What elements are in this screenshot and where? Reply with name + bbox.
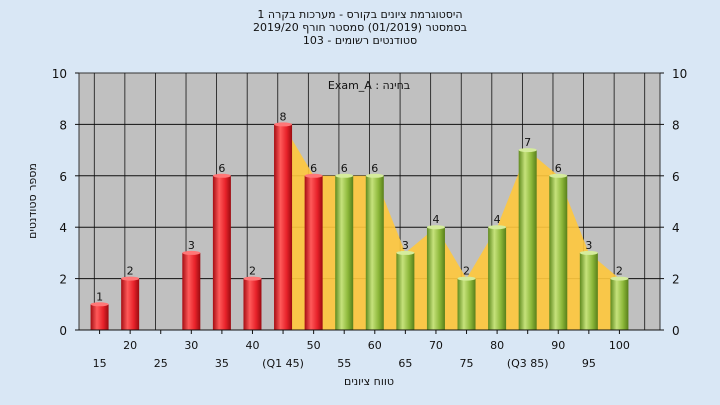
bar-cap bbox=[212, 173, 231, 178]
y-tick-label: 6 bbox=[59, 170, 67, 184]
bar bbox=[243, 278, 262, 330]
bar-value-label: 1 bbox=[96, 290, 103, 303]
bar bbox=[549, 175, 568, 330]
x-tick-label: 65 bbox=[398, 357, 412, 370]
value-labels: 1 2 3 6 2 8 6 6 6 3 4 2 4 7 6 3 2 bbox=[96, 110, 623, 303]
bar bbox=[579, 252, 598, 330]
x-tick-label: (Q1 45) bbox=[262, 357, 304, 370]
bar bbox=[488, 227, 507, 330]
chart-annotation: Exam_A : בחינה bbox=[328, 79, 410, 92]
bar bbox=[182, 252, 201, 330]
bar-cap bbox=[426, 225, 445, 230]
bar-cap bbox=[610, 276, 629, 281]
y-tick-label-right: 6 bbox=[672, 170, 680, 184]
bar bbox=[304, 175, 323, 330]
title-line-2: בסמסטר (01/2019) סמסטר חורף 2019/20 bbox=[253, 21, 467, 34]
x-tick-label: 15 bbox=[93, 357, 107, 370]
x-tick-label: 20 bbox=[123, 339, 137, 352]
bar-value-label: 3 bbox=[585, 239, 592, 252]
bar bbox=[365, 175, 384, 330]
y-tick-label-right: 8 bbox=[672, 118, 680, 132]
bar-value-label: 4 bbox=[494, 213, 501, 226]
x-tick-label: 50 bbox=[307, 339, 321, 352]
bar-cap bbox=[518, 148, 537, 153]
y-tick-label: 10 bbox=[52, 67, 67, 81]
x-tick-label: 30 bbox=[184, 339, 198, 352]
bar-value-label: 4 bbox=[432, 213, 439, 226]
title-line-3: 103 - סטודנטים רשומים bbox=[302, 34, 418, 47]
bar bbox=[396, 252, 415, 330]
y-tick-label: 2 bbox=[59, 273, 67, 287]
bar-cap bbox=[274, 122, 293, 127]
x-tick-label: 90 bbox=[551, 339, 565, 352]
bar-cap bbox=[182, 250, 201, 255]
x-tick-label: 100 bbox=[609, 339, 630, 352]
bar-cap bbox=[335, 173, 354, 178]
y-tick-label-right: 2 bbox=[672, 273, 680, 287]
bar-value-label: 7 bbox=[524, 136, 531, 149]
bar-value-label: 6 bbox=[341, 162, 348, 175]
bar bbox=[274, 124, 293, 331]
x-tick-label: 55 bbox=[337, 357, 351, 370]
bar-cap bbox=[488, 225, 507, 230]
x-tick-label: (Q3 85) bbox=[507, 357, 549, 370]
y-tick-label-right: 0 bbox=[672, 324, 680, 338]
x-tick-label: 25 bbox=[154, 357, 168, 370]
x-tick-label: 60 bbox=[368, 339, 382, 352]
x-tick-label: 35 bbox=[215, 357, 229, 370]
bar-value-label: 6 bbox=[218, 162, 225, 175]
bar-value-label: 2 bbox=[616, 265, 623, 278]
x-tick-label: 95 bbox=[582, 357, 596, 370]
bars bbox=[90, 122, 629, 331]
bar-cap bbox=[90, 302, 109, 307]
bar-value-label: 2 bbox=[249, 265, 256, 278]
bar bbox=[335, 175, 354, 330]
title-line-1: היסטוגרמת ציונים בקורס - מערכות בקרה 1 bbox=[257, 8, 463, 21]
bar-cap bbox=[365, 173, 384, 178]
bar bbox=[610, 278, 629, 330]
y-axis-right: 0 2 4 6 8 10 bbox=[660, 67, 687, 338]
y-tick-label: 0 bbox=[59, 324, 67, 338]
bar-value-label: 6 bbox=[310, 162, 317, 175]
bar bbox=[121, 278, 140, 330]
y-axis-left: 0 2 4 6 8 10 bbox=[52, 67, 79, 338]
y-tick-label-right: 4 bbox=[672, 221, 680, 235]
y-tick-label: 4 bbox=[59, 221, 67, 235]
x-tick-label: 40 bbox=[245, 339, 259, 352]
bar bbox=[457, 278, 476, 330]
x-tick-label: 70 bbox=[429, 339, 443, 352]
bar-value-label: 8 bbox=[280, 110, 287, 123]
bar-value-label: 6 bbox=[555, 162, 562, 175]
bar-cap bbox=[121, 276, 140, 281]
bar-cap bbox=[396, 250, 415, 255]
y-axis-label: מספר סטודנטים bbox=[26, 163, 39, 239]
bar bbox=[90, 304, 109, 330]
bar-cap bbox=[243, 276, 262, 281]
bar bbox=[426, 227, 445, 330]
bar-value-label: 3 bbox=[402, 239, 409, 252]
bar-value-label: 2 bbox=[127, 265, 134, 278]
x-axis: 15 20 25 30 35 40(Q1 45)50 55 60 65 70 75 80(Q3 85)… bbox=[79, 329, 660, 370]
bar-value-label: 3 bbox=[188, 239, 195, 252]
y-tick-label-right: 10 bbox=[672, 67, 687, 81]
bar-cap bbox=[579, 250, 598, 255]
chart-title: היסטוגרמת ציונים בקורס - מערכות בקרה 1 ב… bbox=[0, 8, 720, 47]
bar-cap bbox=[457, 276, 476, 281]
x-tick-label: 80 bbox=[490, 339, 504, 352]
bar-cap bbox=[549, 173, 568, 178]
bar-value-label: 6 bbox=[371, 162, 378, 175]
bar-cap bbox=[304, 173, 323, 178]
bar bbox=[212, 175, 231, 330]
x-axis-label: טווח ציונים bbox=[344, 375, 394, 388]
x-tick-label: 75 bbox=[460, 357, 474, 370]
bar bbox=[518, 150, 537, 330]
y-tick-label: 8 bbox=[59, 118, 67, 132]
bar-value-label: 2 bbox=[463, 265, 470, 278]
